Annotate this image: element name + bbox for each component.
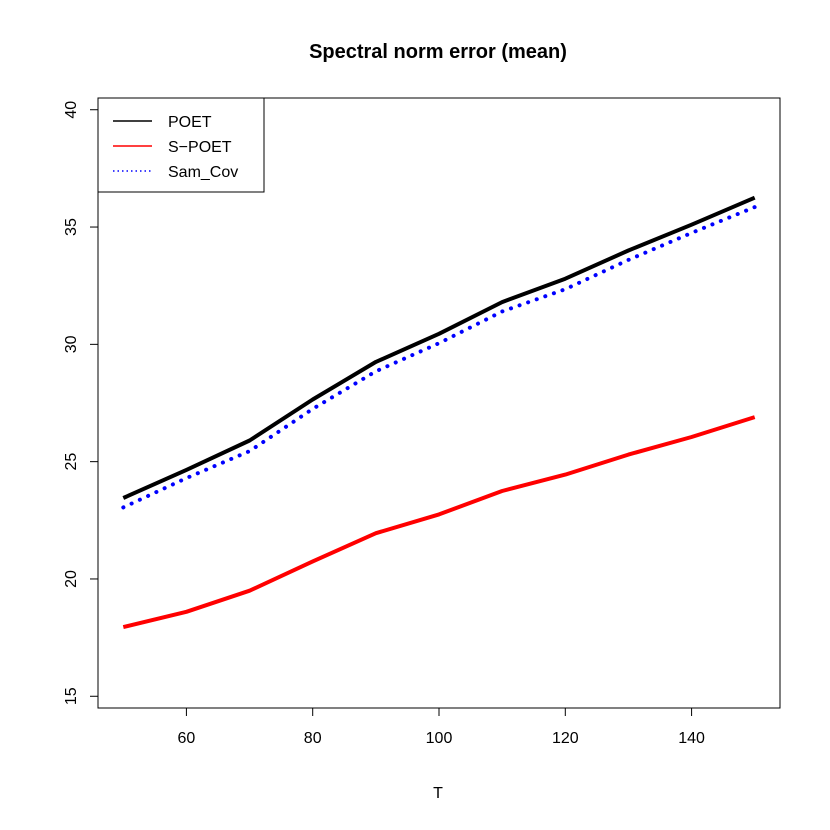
series-layer (121, 195, 757, 630)
x-axis-label: T (433, 785, 443, 802)
x-tick-label: 100 (426, 730, 453, 747)
x-tick-label: 80 (304, 730, 322, 747)
legend-entry-label: Sam_Cov (168, 164, 238, 181)
legend-entry-label: POET (168, 114, 212, 131)
legend: POET S−POET Sam_Cov (97, 97, 265, 193)
chart-title: Spectral norm error (mean) (309, 41, 567, 63)
y-tick-label: 40 (63, 101, 80, 119)
y-tick-label: 35 (63, 218, 80, 236)
y-tick-label: 30 (63, 335, 80, 353)
series-line-sam-cov (121, 205, 757, 510)
axes: 60 80 100 120 140 15 20 25 30 35 40 (63, 101, 705, 747)
y-tick-label: 25 (63, 453, 80, 471)
x-tick-label: 120 (552, 730, 579, 747)
legend-entry-label: S−POET (168, 139, 232, 156)
y-tick-label: 20 (63, 570, 80, 588)
x-tick-label: 140 (678, 730, 705, 747)
series-line-poet (122, 195, 756, 500)
legend-box (97, 97, 265, 193)
series-line-s-poet (122, 415, 756, 630)
plot-frame (97, 97, 781, 709)
x-tick-label: 60 (178, 730, 196, 747)
y-tick-label: 15 (63, 687, 80, 705)
